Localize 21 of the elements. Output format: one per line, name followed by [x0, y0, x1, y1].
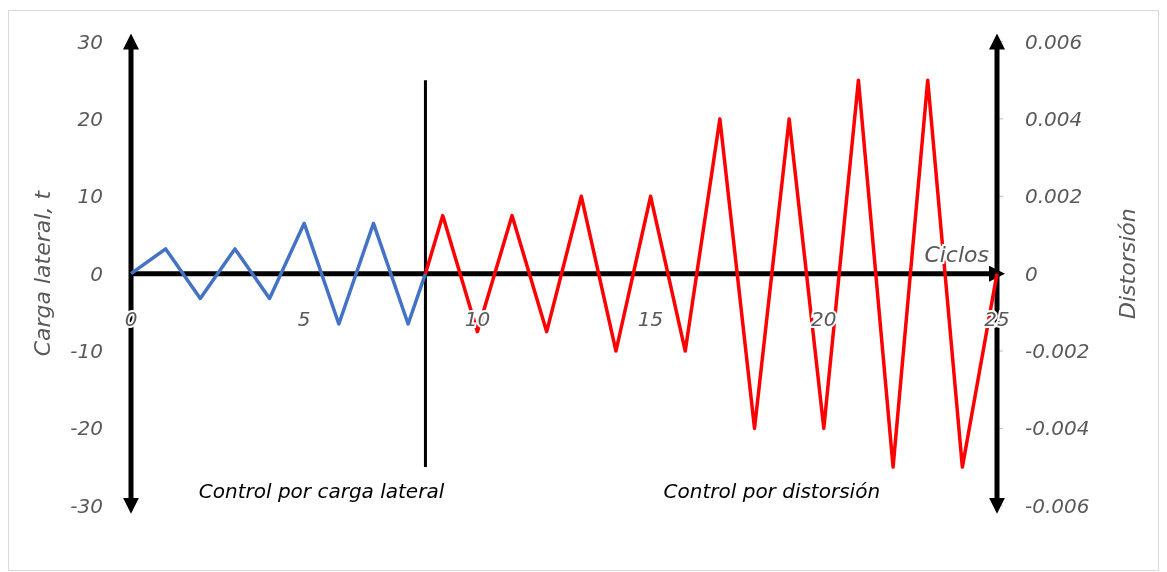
y2-tick-label: 0.006 — [1025, 29, 1083, 54]
y-axis-title: Carga lateral, t — [30, 189, 55, 357]
y2-axis-title: Distorsión — [1115, 208, 1140, 319]
y-tick-label: -10 — [70, 339, 103, 364]
y-tick-label: 0 — [90, 261, 103, 286]
x-tick-label: 5 — [297, 306, 311, 331]
y2-tick-label: -0.002 — [1025, 339, 1090, 364]
y-tick-label: -20 — [70, 416, 103, 441]
y-tick-label: 20 — [77, 106, 103, 131]
y-tick-label: 10 — [77, 184, 103, 209]
y-tick-label: 30 — [77, 29, 103, 54]
y2-tick-label: 0 — [1025, 261, 1038, 286]
x-tick-label: 0 — [124, 306, 138, 331]
annotation: Control por carga lateral — [198, 479, 445, 503]
y2-tick-label: 0.004 — [1025, 106, 1083, 131]
y-tick-label: -30 — [70, 493, 103, 518]
y2-tick-label: 0.002 — [1025, 184, 1083, 209]
y2-tick-label: -0.006 — [1025, 493, 1090, 518]
x-tick-label: 15 — [637, 306, 664, 331]
y2-tick-label: -0.004 — [1025, 416, 1090, 441]
annotation: Control por distorsión — [663, 479, 881, 503]
